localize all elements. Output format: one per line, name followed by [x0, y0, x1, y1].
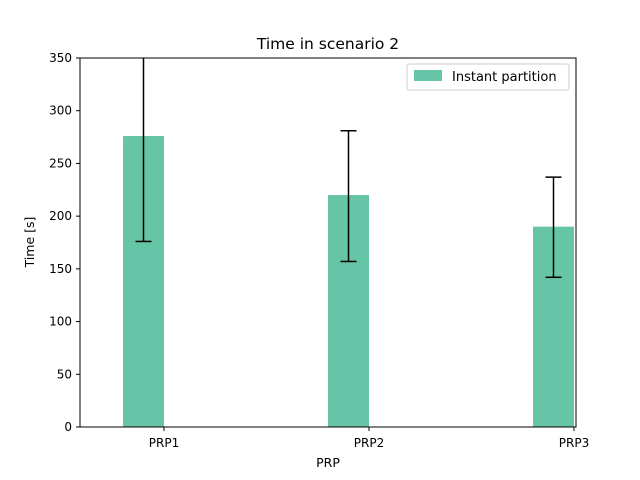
- y-tick-label-50: 50: [57, 367, 72, 381]
- legend: Instant partition: [406, 63, 570, 91]
- x-tick-label-prp2: PRP2: [354, 436, 384, 450]
- y-tick-label-350: 350: [49, 51, 72, 65]
- y-tick-label-250: 250: [49, 156, 72, 170]
- legend-label-instant-partition: Instant partition: [452, 70, 557, 85]
- y-tick-label-150: 150: [49, 262, 72, 276]
- y-axis-label: Time [s]: [22, 217, 37, 269]
- chart-title: Time in scenario 2: [256, 35, 399, 53]
- x-axis-label: PRP: [316, 455, 340, 470]
- legend-frame: [406, 63, 570, 91]
- legend-swatch: [414, 70, 442, 81]
- y-tick-label-200: 200: [49, 209, 72, 223]
- x-tick-label-prp1: PRP1: [149, 436, 179, 450]
- x-tick-label-prp3: PRP3: [559, 436, 589, 450]
- y-tick-label-100: 100: [49, 315, 72, 329]
- y-axis-ticks: 0 50 100 150 200 250 300 350: [49, 51, 80, 434]
- plot-frame: [79, 57, 577, 428]
- error-bars-group: [135, 58, 562, 279]
- y-tick-label-300: 300: [49, 104, 72, 118]
- x-axis-ticks: PRP1 PRP2 PRP3: [149, 427, 589, 450]
- y-tick-label-0: 0: [64, 420, 72, 434]
